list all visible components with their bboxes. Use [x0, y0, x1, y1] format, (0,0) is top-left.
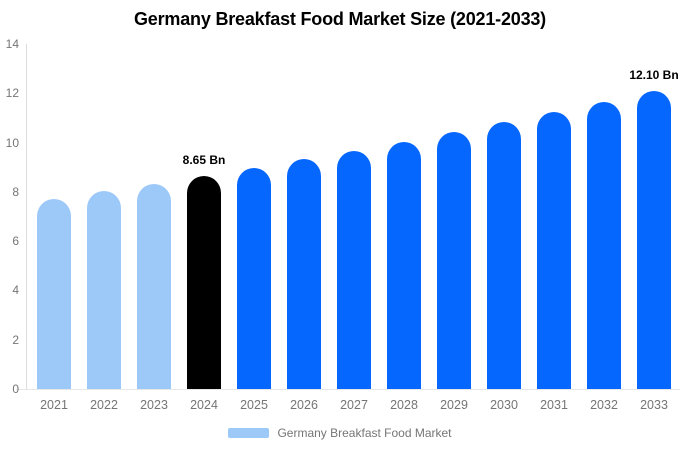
- x-axis-label-2030: 2030: [490, 398, 518, 412]
- bar-2027: [337, 150, 371, 389]
- legend-swatch: [228, 428, 270, 438]
- y-axis-tick-6: 6: [12, 234, 19, 249]
- y-axis-tick-0: 0: [12, 382, 19, 396]
- x-axis-label-2033: 2033: [640, 398, 668, 412]
- bar-2023: [137, 183, 171, 389]
- x-axis-label-2027: 2027: [340, 398, 368, 412]
- y-axis-tick-2: 2: [12, 332, 19, 347]
- legend-label: Germany Breakfast Food Market: [277, 426, 452, 440]
- data-label-2033: 12.10 Bn: [629, 67, 679, 82]
- x-axis-label-2022: 2022: [90, 398, 118, 412]
- y-axis-line: [26, 44, 27, 390]
- legend-item[interactable]: Germany Breakfast Food Market: [0, 426, 680, 440]
- bar-2028: [387, 141, 421, 389]
- bar-2024: [187, 175, 221, 389]
- y-axis-tick-4: 4: [12, 283, 19, 298]
- bar-2022: [87, 191, 121, 389]
- x-axis-label-2024: 2024: [190, 398, 218, 412]
- bar-2021: [37, 198, 71, 389]
- bar-2026: [287, 159, 321, 389]
- chart-title: Germany Breakfast Food Market Size (2021…: [134, 9, 546, 29]
- y-axis-tick-12: 12: [5, 86, 19, 101]
- bar-2030: [487, 122, 521, 389]
- x-axis-label-2032: 2032: [590, 398, 618, 412]
- x-axis-label-2031: 2031: [540, 398, 568, 412]
- bar-2032: [587, 101, 621, 389]
- x-axis-label-2021: 2021: [40, 398, 68, 412]
- bar-2033: [637, 90, 671, 389]
- y-axis-tick-14: 14: [5, 37, 19, 51]
- data-label-2024: 8.65 Bn: [182, 152, 226, 167]
- x-axis-label-2029: 2029: [440, 398, 468, 412]
- bar-2025: [237, 167, 271, 389]
- bar-2031: [537, 112, 571, 389]
- x-axis-label-2028: 2028: [390, 398, 418, 412]
- x-axis-line: [16, 389, 680, 390]
- y-axis-tick-8: 8: [12, 184, 19, 199]
- bar-2029: [437, 132, 471, 389]
- y-axis-tick-10: 10: [5, 135, 19, 150]
- x-axis-label-2026: 2026: [290, 398, 318, 412]
- x-axis-label-2025: 2025: [240, 398, 268, 412]
- x-axis-label-2023: 2023: [140, 398, 168, 412]
